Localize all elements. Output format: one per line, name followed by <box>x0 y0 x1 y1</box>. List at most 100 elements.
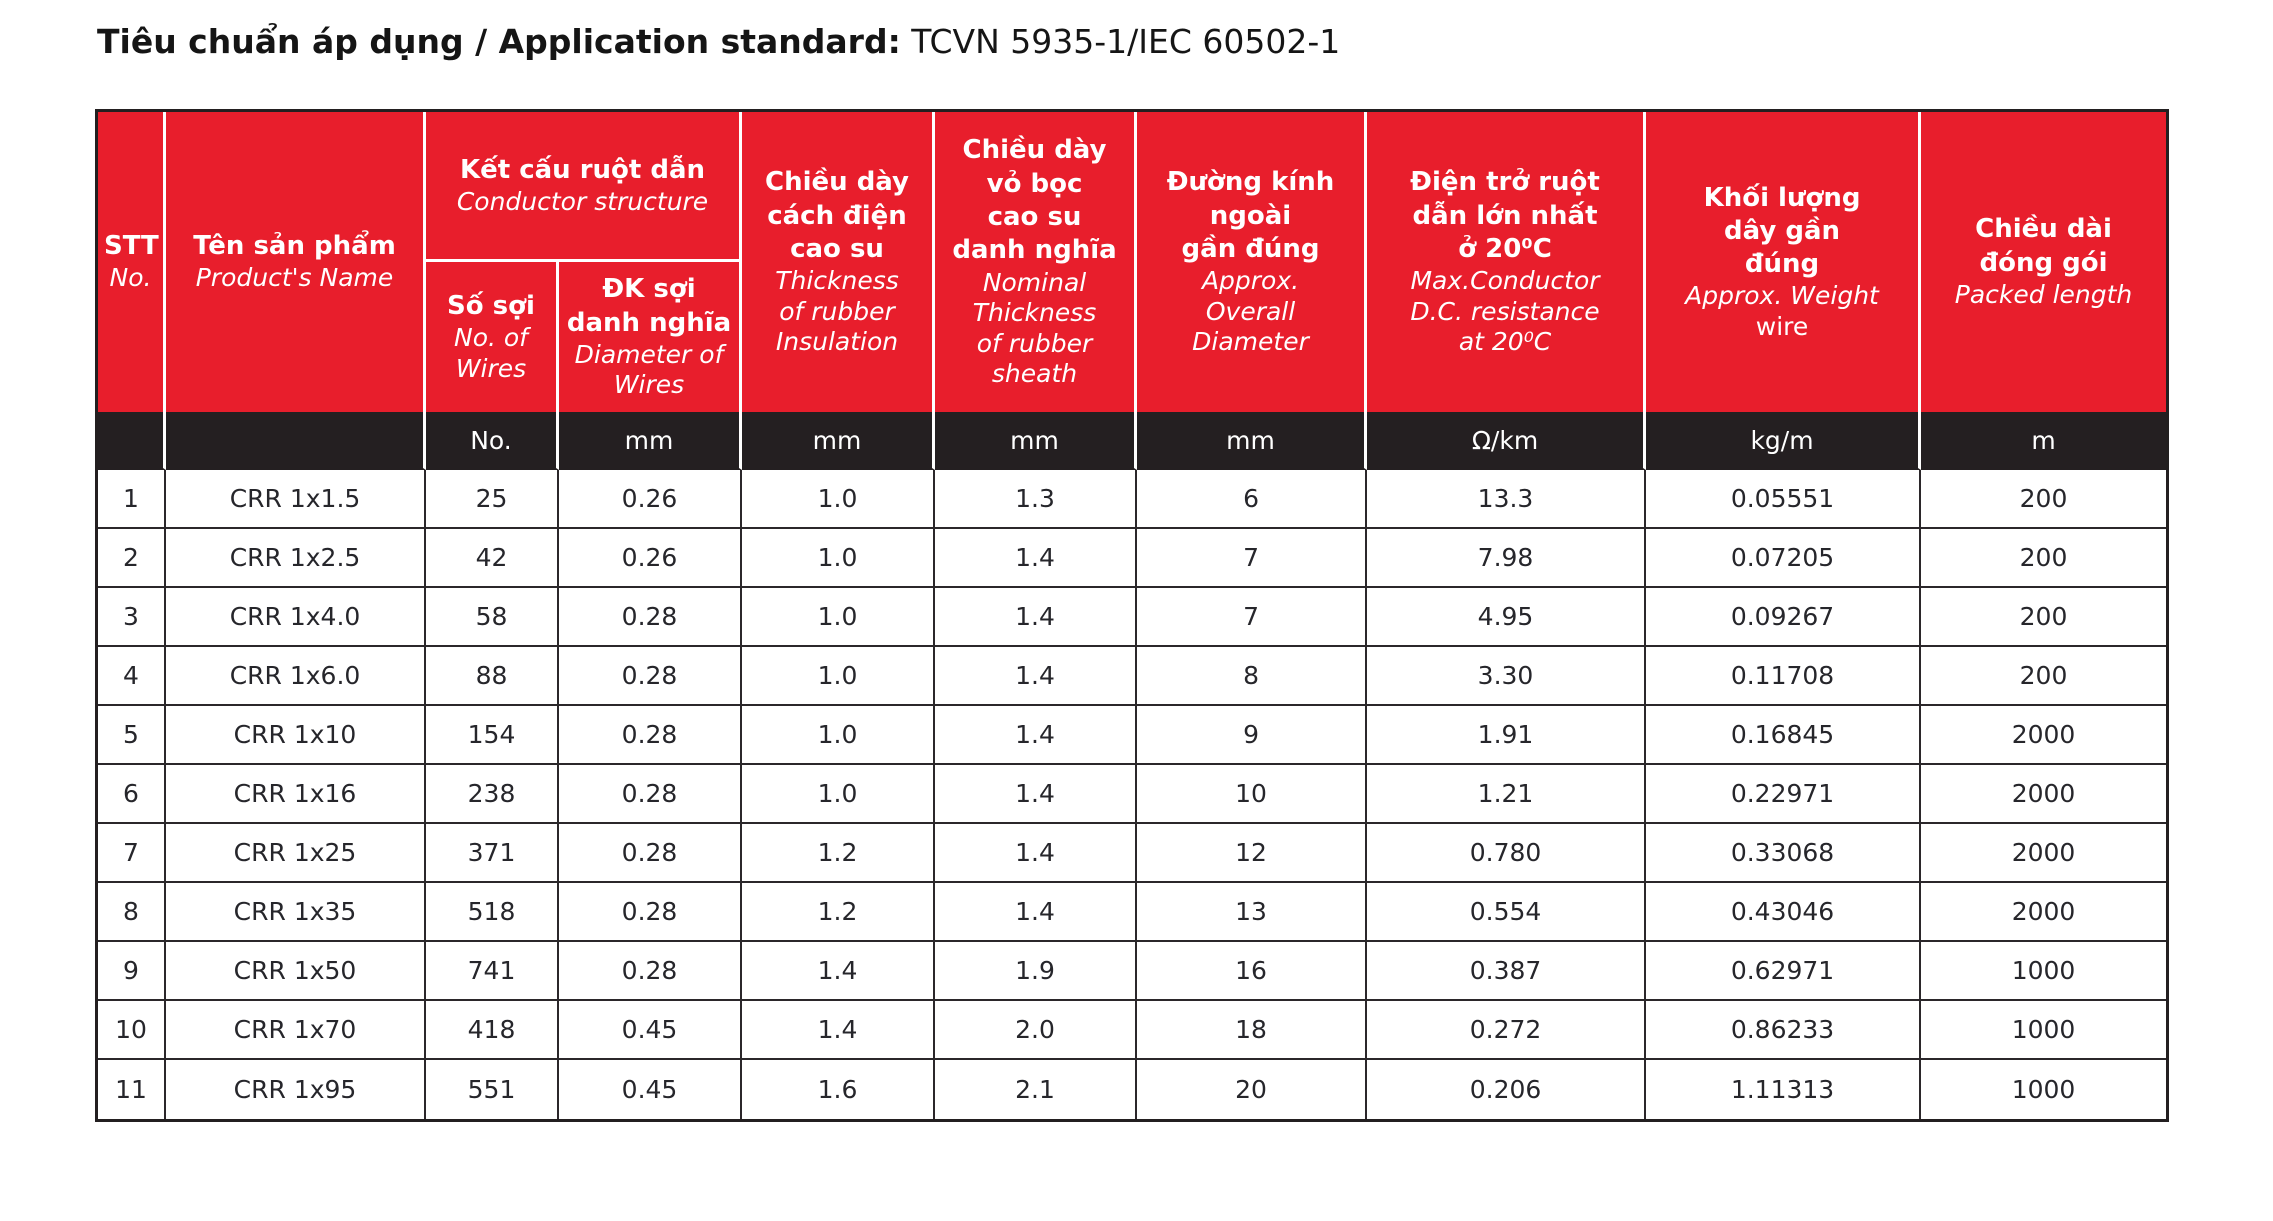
units-row: No. mm mm mm mm Ω/km kg/m m <box>98 412 2167 470</box>
insulation-thickness-cell: 1.4 <box>742 942 936 1001</box>
overall-diameter-cell: 7 <box>1137 588 1368 647</box>
row-number-cell: 4 <box>98 647 166 706</box>
insulation-thickness-cell: 1.6 <box>742 1060 936 1119</box>
wire-diameter-cell: 0.28 <box>559 706 743 765</box>
no-of-wires-cell: 88 <box>426 647 559 706</box>
weight-cell: 0.16845 <box>1646 706 1922 765</box>
packed-length-cell: 2000 <box>1921 765 2167 824</box>
header-conductor-structure-group: Kết cấu ruột dẫn Conductor structure <box>426 112 743 262</box>
table-row: 3 CRR 1x4.0 58 0.28 1.0 1.4 7 4.95 0.09267 200 <box>98 588 2167 647</box>
resistance-cell: 13.3 <box>1367 470 1647 529</box>
resistance-cell: 7.98 <box>1367 529 1647 588</box>
packed-length-cell: 1000 <box>1921 1001 2167 1060</box>
sheath-thickness-cell: 2.0 <box>935 1001 1138 1060</box>
overall-diameter-cell: 13 <box>1137 883 1368 942</box>
wire-diameter-cell: 0.28 <box>559 824 743 883</box>
header-overall-diameter-vi: Đường kính ngoài gần đúng <box>1166 167 1335 264</box>
table-row: 6 CRR 1x16 238 0.28 1.0 1.4 10 1.21 0.22971 2000 <box>98 765 2167 824</box>
header-stt: STT No. <box>98 112 166 412</box>
sheath-thickness-cell: 1.4 <box>935 529 1138 588</box>
header-product-name-vi: Tên sản phẩm <box>193 231 396 262</box>
page-title-label: Tiêu chuẩn áp dụng / Application standar… <box>97 22 901 61</box>
weight-cell: 0.09267 <box>1646 588 1922 647</box>
weight-cell: 0.22971 <box>1646 765 1922 824</box>
resistance-cell: 1.91 <box>1367 706 1647 765</box>
header-approx-weight-en: Approx. Weight <box>1685 281 1879 311</box>
overall-diameter-cell: 12 <box>1137 824 1368 883</box>
product-name-cell: CRR 1x4.0 <box>166 588 426 647</box>
product-name-cell: CRR 1x70 <box>166 1001 426 1060</box>
header-product-name-en: Product's Name <box>195 263 394 293</box>
product-name-cell: CRR 1x35 <box>166 883 426 942</box>
product-name-cell: CRR 1x6.0 <box>166 647 426 706</box>
resistance-cell: 1.21 <box>1367 765 1647 824</box>
product-name-cell: CRR 1x95 <box>166 1060 426 1119</box>
sheath-thickness-cell: 1.3 <box>935 470 1138 529</box>
header-no-of-wires-en: No. of Wires <box>454 323 528 383</box>
sheath-thickness-cell: 1.4 <box>935 647 1138 706</box>
wire-diameter-cell: 0.28 <box>559 647 743 706</box>
insulation-thickness-cell: 1.0 <box>742 470 936 529</box>
header-diameter-of-wires-vi: ĐK sợi danh nghĩa <box>566 274 732 338</box>
weight-cell: 1.11313 <box>1646 1060 1922 1119</box>
header-conductor-structure-vi: Kết cấu ruột dẫn <box>459 154 706 185</box>
no-of-wires-cell: 741 <box>426 942 559 1001</box>
header-packed-length: Chiều dài đóng gói Packed length <box>1921 112 2167 412</box>
resistance-cell: 0.272 <box>1367 1001 1647 1060</box>
table-row: 8 CRR 1x35 518 0.28 1.2 1.4 13 0.554 0.43046 2000 <box>98 883 2167 942</box>
resistance-cell: 0.780 <box>1367 824 1647 883</box>
insulation-thickness-cell: 1.0 <box>742 588 936 647</box>
row-number-cell: 3 <box>98 588 166 647</box>
resistance-cell: 4.95 <box>1367 588 1647 647</box>
no-of-wires-cell: 518 <box>426 883 559 942</box>
table-row: 11 CRR 1x95 551 0.45 1.6 2.1 20 0.206 1.11313 100… <box>98 1060 2167 1119</box>
no-of-wires-cell: 154 <box>426 706 559 765</box>
header-approx-weight-en2: wire <box>1755 311 1809 341</box>
table-header: STT No. Tên sản phẩm Product's Name Kết … <box>98 112 2167 470</box>
no-of-wires-cell: 418 <box>426 1001 559 1060</box>
unit-cell-resistance: Ω/km <box>1367 412 1647 470</box>
table-row: 9 CRR 1x50 741 0.28 1.4 1.9 16 0.387 0.62971 1000 <box>98 942 2167 1001</box>
packed-length-cell: 2000 <box>1921 883 2167 942</box>
spec-table: STT No. Tên sản phẩm Product's Name Kết … <box>95 109 2170 1122</box>
header-insulation-thickness-vi: Chiều dày cách điện cao su <box>765 167 910 264</box>
row-number-cell: 9 <box>98 942 166 1001</box>
unit-cell-insulation: mm <box>742 412 936 470</box>
row-number-cell: 7 <box>98 824 166 883</box>
overall-diameter-cell: 20 <box>1137 1060 1368 1119</box>
packed-length-cell: 2000 <box>1921 706 2167 765</box>
weight-cell: 0.11708 <box>1646 647 1922 706</box>
wire-diameter-cell: 0.28 <box>559 588 743 647</box>
header-insulation-thickness-en: Thickness of rubber Insulation <box>775 266 899 357</box>
table-row: 10 CRR 1x70 418 0.45 1.4 2.0 18 0.272 0.86233 100… <box>98 1001 2167 1060</box>
sheath-thickness-cell: 1.4 <box>935 824 1138 883</box>
wire-diameter-cell: 0.28 <box>559 942 743 1001</box>
row-number-cell: 6 <box>98 765 166 824</box>
unit-cell-stt <box>98 412 166 470</box>
product-name-cell: CRR 1x25 <box>166 824 426 883</box>
no-of-wires-cell: 371 <box>426 824 559 883</box>
insulation-thickness-cell: 1.0 <box>742 706 936 765</box>
insulation-thickness-cell: 1.0 <box>742 765 936 824</box>
row-number-cell: 2 <box>98 529 166 588</box>
insulation-thickness-cell: 1.4 <box>742 1001 936 1060</box>
product-name-cell: CRR 1x1.5 <box>166 470 426 529</box>
header-stt-en: No. <box>109 263 152 293</box>
packed-length-cell: 1000 <box>1921 942 2167 1001</box>
weight-cell: 0.33068 <box>1646 824 1922 883</box>
unit-cell-weight: kg/m <box>1646 412 1922 470</box>
weight-cell: 0.07205 <box>1646 529 1922 588</box>
resistance-cell: 3.30 <box>1367 647 1647 706</box>
sheath-thickness-cell: 1.4 <box>935 883 1138 942</box>
unit-cell-packed-length: m <box>1921 412 2167 470</box>
wire-diameter-cell: 0.45 <box>559 1001 743 1060</box>
table-body: 1 CRR 1x1.5 25 0.26 1.0 1.3 6 13.3 0.05551 200 2 CR… <box>98 470 2167 1119</box>
header-overall-diameter-en: Approx. Overall Diameter <box>1192 266 1309 357</box>
product-name-cell: CRR 1x2.5 <box>166 529 426 588</box>
table-row: 1 CRR 1x1.5 25 0.26 1.0 1.3 6 13.3 0.05551 200 <box>98 470 2167 529</box>
row-number-cell: 10 <box>98 1001 166 1060</box>
header-packed-length-vi: Chiều dài đóng gói <box>1975 214 2112 278</box>
no-of-wires-cell: 238 <box>426 765 559 824</box>
insulation-thickness-cell: 1.2 <box>742 883 936 942</box>
overall-diameter-cell: 18 <box>1137 1001 1368 1060</box>
